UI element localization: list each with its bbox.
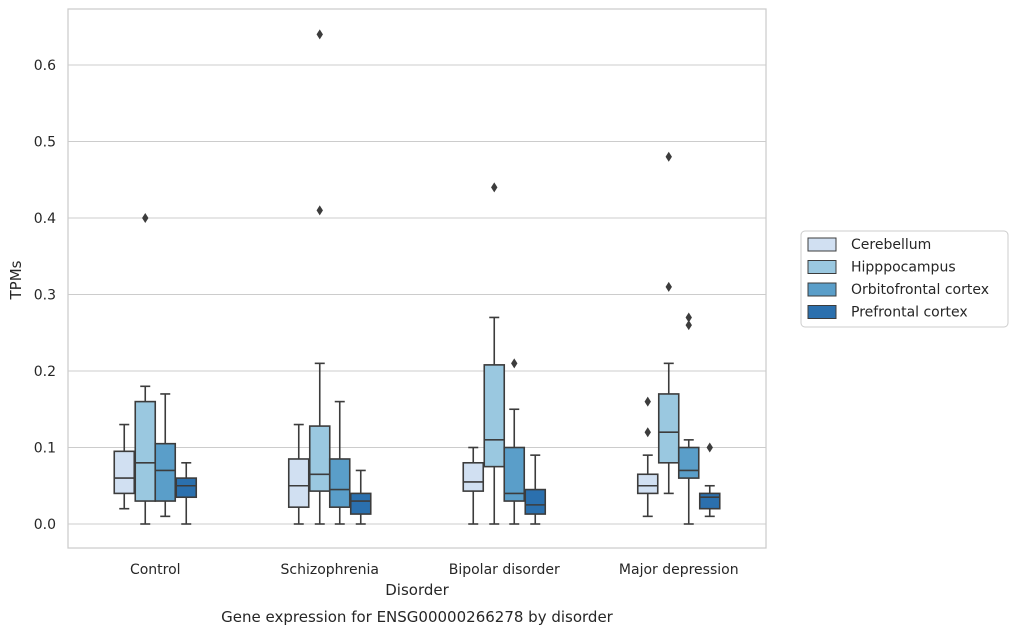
outlier-point — [706, 442, 713, 453]
box-group — [483, 182, 506, 525]
box-group — [636, 396, 659, 518]
outlier-point — [511, 358, 518, 369]
legend-label: Hipppocampus — [851, 260, 956, 276]
y-tick-label: 0.6 — [34, 58, 56, 74]
box-group — [524, 454, 547, 525]
y-tick-label: 0.2 — [34, 364, 56, 380]
box-group — [349, 469, 372, 525]
box — [134, 400, 157, 502]
legend-swatch — [807, 305, 837, 319]
box-group — [287, 423, 310, 525]
box — [175, 477, 198, 499]
x-tick-label: Bipolar disorder — [449, 562, 560, 578]
box-plot-marks — [113, 29, 721, 525]
legend-label: Prefrontal cortex — [851, 305, 968, 321]
box — [677, 446, 700, 479]
outlier-point — [316, 29, 323, 40]
box-group — [698, 442, 721, 518]
box-group — [328, 400, 351, 525]
box — [287, 458, 310, 508]
outlier-point — [491, 182, 498, 193]
box-group — [154, 393, 177, 518]
box — [154, 442, 177, 502]
y-tick-label: 0.0 — [34, 517, 56, 533]
box — [113, 450, 136, 495]
box — [524, 488, 547, 515]
outlier-point — [644, 427, 651, 438]
box — [636, 473, 659, 495]
x-tick-label: Schizophrenia — [281, 562, 379, 578]
y-tick-label: 0.5 — [34, 135, 56, 151]
plot-frame — [67, 8, 767, 549]
legend-label: Cerebellum — [851, 237, 931, 253]
box-group — [462, 446, 485, 525]
box-group — [113, 423, 136, 510]
box — [308, 425, 331, 492]
box — [483, 364, 506, 468]
outlier-point — [685, 320, 692, 331]
box-group — [677, 312, 700, 525]
y-axis-ticks: 0.0 0.1 0.2 0.3 0.4 0.5 0.6 — [34, 58, 56, 533]
legend: Cerebellum Hipppocampus Orbitofrontal cort… — [800, 230, 1009, 328]
box — [503, 446, 526, 502]
legend-swatch — [807, 237, 837, 252]
box — [698, 492, 721, 510]
box — [349, 492, 372, 515]
chart-title: Gene expression for ENSG00000266278 by d… — [221, 608, 614, 626]
y-axis-label: TPMs — [7, 260, 25, 300]
box — [657, 393, 680, 464]
outlier-point — [316, 205, 323, 216]
box-group — [134, 213, 157, 525]
x-tick-label: Major depression — [619, 562, 739, 578]
outlier-point — [142, 213, 149, 223]
y-tick-label: 0.4 — [34, 211, 56, 227]
box-group — [657, 151, 680, 495]
box — [462, 461, 485, 492]
box — [328, 458, 351, 508]
legend-swatch — [807, 260, 837, 274]
outlier-point — [685, 312, 692, 323]
legend-label: Orbitofrontal cortex — [851, 282, 989, 298]
legend-frame — [800, 230, 1009, 328]
x-axis-label: Disorder — [385, 581, 449, 599]
box-group — [503, 358, 526, 525]
outlier-point — [644, 396, 651, 407]
x-axis-ticks: Control Schizophrenia Bipolar disorder Majo… — [130, 562, 739, 578]
box-group — [175, 461, 198, 525]
box-group — [308, 29, 331, 525]
gridlines — [68, 64, 766, 525]
y-tick-label: 0.3 — [34, 288, 56, 304]
y-tick-label: 0.1 — [34, 441, 56, 457]
outlier-point — [665, 151, 672, 162]
x-tick-label: Control — [130, 562, 181, 578]
legend-swatch — [807, 282, 837, 297]
outlier-point — [665, 281, 672, 292]
